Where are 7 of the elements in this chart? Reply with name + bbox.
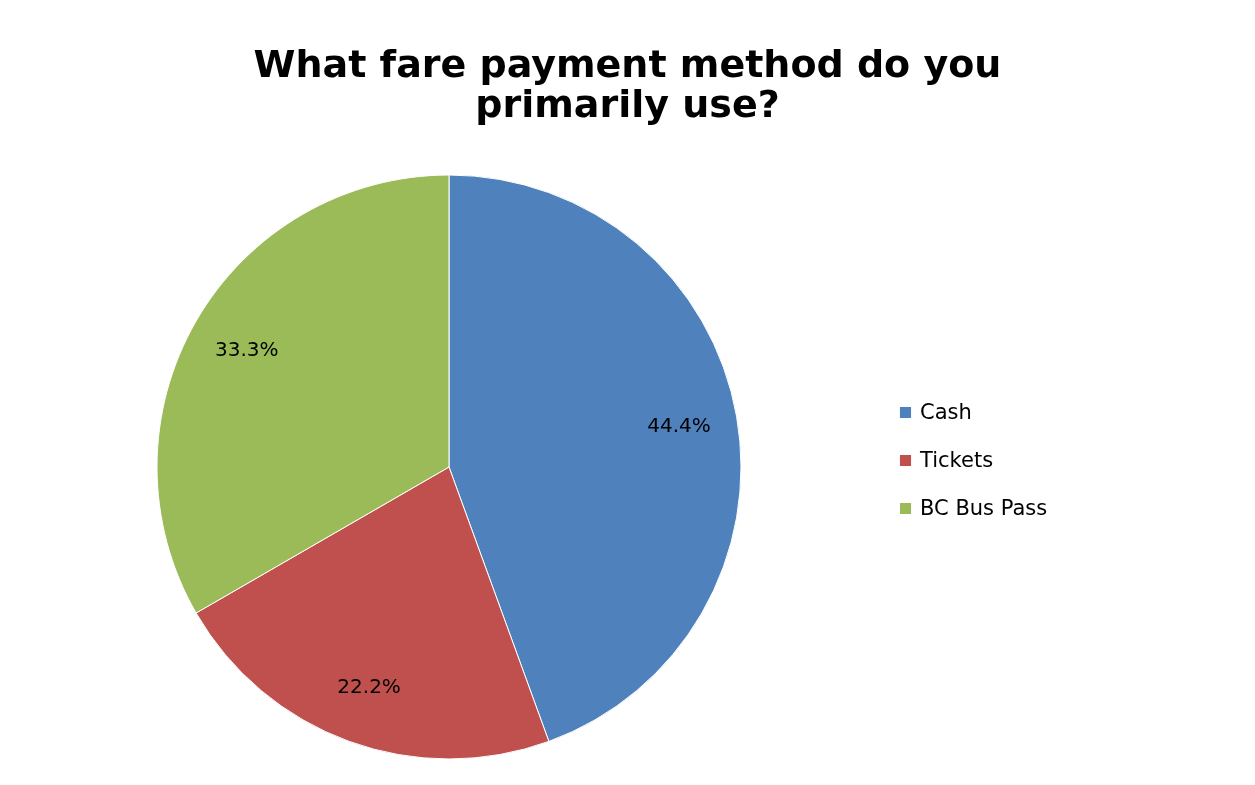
chart-title: What fare payment method do you primarily use? bbox=[253, 42, 1002, 126]
data-label: 33.3% bbox=[214, 337, 279, 362]
legend-label: Tickets bbox=[919, 447, 994, 472]
data-label: 44.4% bbox=[647, 413, 711, 438]
legend-label: Cash bbox=[920, 399, 972, 424]
legend-label: BC Bus Pass bbox=[920, 495, 1048, 520]
data-label: 22.2% bbox=[337, 673, 401, 698]
